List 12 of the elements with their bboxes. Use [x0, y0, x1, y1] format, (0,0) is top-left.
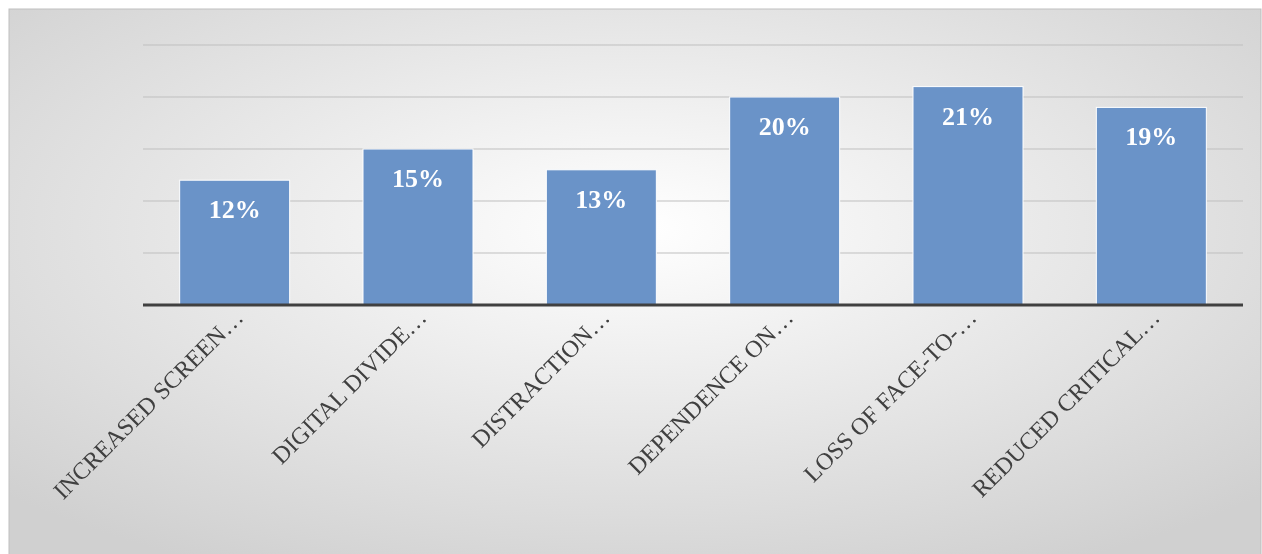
data-label: 12%	[208, 195, 261, 225]
data-label: 19%	[1125, 122, 1178, 152]
bar	[912, 86, 1024, 306]
bar	[545, 169, 657, 306]
data-label: 15%	[392, 164, 444, 193]
bar	[1095, 106, 1207, 306]
bar	[729, 96, 841, 306]
data-label: 20%	[758, 112, 811, 141]
data-label: 21%	[942, 101, 994, 131]
bar	[179, 179, 291, 306]
bar	[362, 148, 474, 306]
data-label: 13%	[575, 184, 628, 214]
